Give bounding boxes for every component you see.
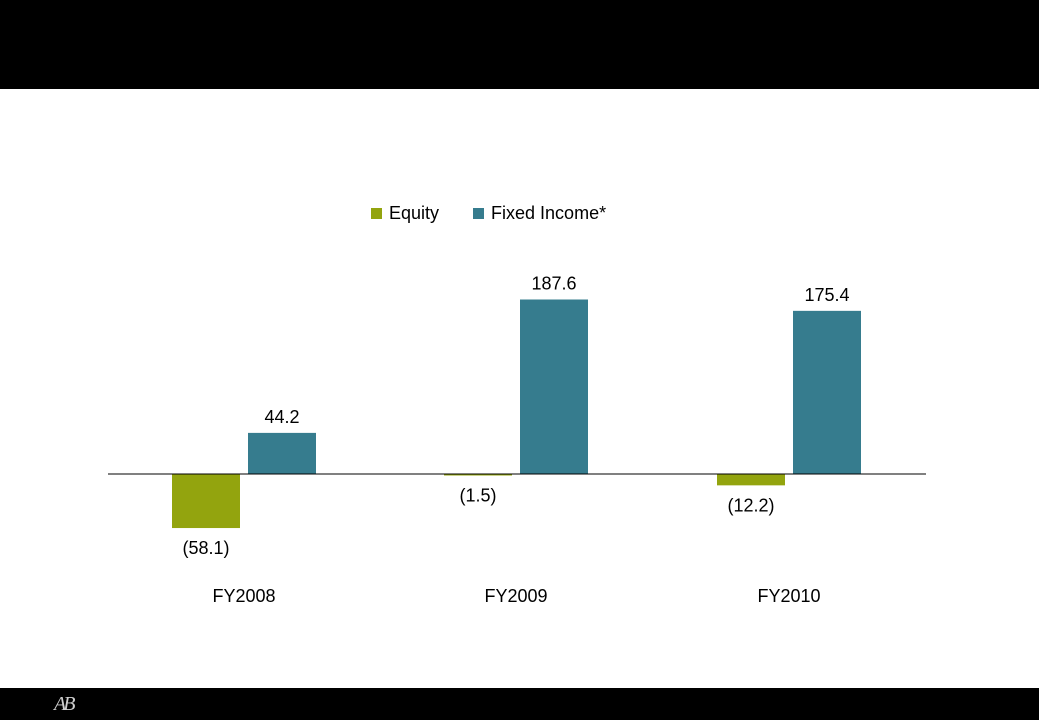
legend-label-equity: Equity xyxy=(389,203,440,223)
data-label-equity-fy2009: (1.5) xyxy=(459,486,496,506)
data-label-fixed-income-fy2009: 187.6 xyxy=(531,274,576,294)
bottom-footer-bar xyxy=(0,688,1039,720)
top-header-bar xyxy=(0,0,1039,89)
legend-item-equity: Equity xyxy=(371,203,439,224)
legend-swatch-fixed-income xyxy=(473,208,485,219)
category-label-fy2009: FY2009 xyxy=(484,586,547,606)
category-label-fy2008: FY2008 xyxy=(212,586,275,606)
chart-legend: Equity Fixed Income* xyxy=(371,203,640,224)
category-label-fy2010: FY2010 xyxy=(757,586,820,606)
bar-equity-fy2008 xyxy=(172,474,240,529)
bar-fixed-income-fy2008 xyxy=(248,432,316,474)
legend-label-fixed-income: Fixed Income* xyxy=(491,203,607,223)
company-logo: AB xyxy=(54,693,76,715)
data-label-fixed-income-fy2010: 175.4 xyxy=(804,285,849,305)
data-label-equity-fy2010: (12.2) xyxy=(727,495,774,515)
legend-item-fixed-income: Fixed Income* xyxy=(473,203,606,224)
legend-swatch-equity xyxy=(371,208,382,219)
data-label-equity-fy2008: (58.1) xyxy=(182,538,229,558)
bar-equity-fy2010 xyxy=(717,474,785,486)
bar-equity-fy2009 xyxy=(444,474,512,476)
bar-fixed-income-fy2009 xyxy=(520,299,588,474)
data-label-fixed-income-fy2008: 44.2 xyxy=(264,407,299,427)
bar-fixed-income-fy2010 xyxy=(793,310,861,474)
